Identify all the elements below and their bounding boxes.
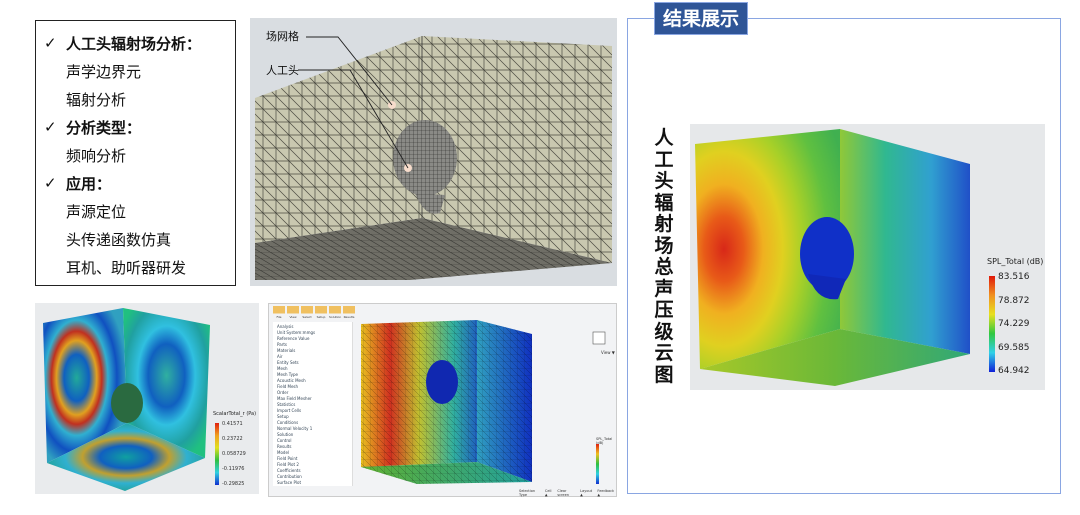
- info-item-label: 头传递函数仿真: [66, 230, 172, 249]
- viewport-3d: [361, 320, 606, 484]
- check-icon: ✓: [44, 174, 57, 192]
- status-item[interactable]: Layout ▲: [580, 489, 593, 497]
- info-item-label: 频响分析: [66, 146, 127, 165]
- tree-item[interactable]: Order: [277, 390, 289, 395]
- result-panel: [627, 18, 1061, 494]
- info-item-label: 分析类型：: [66, 118, 142, 137]
- legend-title: ScalarTotal_r (Pa): [213, 411, 257, 417]
- tree-item[interactable]: Materials: [277, 348, 296, 353]
- tree-item[interactable]: Normal Velocity 1: [277, 426, 313, 431]
- tree-item[interactable]: Results: [277, 444, 292, 449]
- tree-item[interactable]: Coefficients: [277, 468, 301, 473]
- tree-item[interactable]: Conditions: [277, 420, 299, 425]
- legend-color-bar: [989, 276, 995, 372]
- legend-value: 69.585: [998, 342, 1030, 353]
- info-item-label: 声学边界元: [66, 62, 142, 81]
- info-item-label: 耳机、助听器研发: [66, 258, 187, 277]
- info-item: 频响分析: [44, 141, 235, 169]
- tree-item[interactable]: Field Point: [277, 456, 298, 461]
- legend-color-bar: [215, 423, 219, 485]
- info-item: 辐射分析: [44, 85, 235, 113]
- info-item-label: 应用：: [66, 174, 112, 193]
- app-legend-bar: [596, 444, 599, 484]
- tree-item[interactable]: Import Cells: [277, 408, 302, 413]
- legend-value: -0.11976: [222, 466, 245, 472]
- tree-item[interactable]: Reference Value: [277, 336, 310, 341]
- info-item: 耳机、助听器研发: [44, 253, 235, 281]
- model-tree: Analysis Unit System:mmgs Reference Value P…: [273, 322, 353, 486]
- tree-item[interactable]: Entity Sets: [277, 360, 299, 365]
- legend-value: 83.516: [998, 272, 1030, 282]
- info-item-label: 辐射分析: [66, 90, 127, 109]
- tree-item[interactable]: Unit System:mmgs: [277, 330, 316, 335]
- info-item-label: 人工头辐射场分析：: [66, 34, 202, 53]
- label-head: 人工头: [266, 64, 299, 77]
- legend-value: 64.942: [998, 366, 1030, 376]
- info-item: ✓ 应用：: [44, 169, 235, 197]
- mesh-illustration: 场网格 人工头: [255, 29, 612, 280]
- toolbar-button[interactable]: Results: [343, 306, 355, 320]
- mesh-figure: 场网格 人工头: [250, 18, 617, 286]
- status-item[interactable]: Clear screen: [557, 489, 569, 497]
- label-field-mesh: 场网格: [266, 29, 299, 43]
- software-screenshot: File View Select Setup Solution Results Analy…: [268, 303, 617, 497]
- tree-item[interactable]: Surface Plot: [277, 480, 302, 485]
- toolbar-button[interactable]: Select: [301, 306, 313, 320]
- toolbar: File View Select Setup Solution Results: [273, 306, 355, 320]
- tree-item[interactable]: Analysis: [277, 324, 294, 329]
- tree-item[interactable]: Parts: [277, 342, 287, 347]
- legend-value: 74.229: [998, 319, 1030, 329]
- info-item: ✓ 人工头辐射场分析：: [44, 29, 235, 57]
- status-item[interactable]: Selection Type: [519, 489, 536, 497]
- check-icon: ✓: [44, 118, 57, 136]
- status-item[interactable]: Feedback ▲: [597, 489, 615, 497]
- info-item: 头传递函数仿真: [44, 225, 235, 253]
- legend-value: 0.41571: [222, 421, 243, 427]
- info-item-label: 声源定位: [66, 202, 127, 221]
- legend-title: SPL_Total (dB): [987, 257, 1044, 266]
- toolbar-button[interactable]: View: [287, 306, 299, 320]
- check-icon: ✓: [44, 34, 57, 52]
- info-item: ✓ 分析类型：: [44, 113, 235, 141]
- tree-item[interactable]: Mesh: [277, 366, 288, 371]
- tree-item[interactable]: Control: [277, 438, 292, 443]
- tree-item[interactable]: Mesh Type: [277, 372, 298, 377]
- app-legend-title: SPL_Total (dB): [596, 437, 613, 445]
- toolbar-button[interactable]: Solution: [329, 306, 341, 320]
- legend-value: 78.872: [998, 295, 1030, 306]
- legend-value: 0.23722: [222, 436, 243, 442]
- legend-value: 0.058729: [222, 451, 246, 457]
- info-item: 声源定位: [44, 197, 235, 225]
- scalar-result-figure: ScalarTotal_r (Pa) 0.41571 0.23722 0.05872…: [35, 303, 259, 494]
- legend-values: 83.516 78.872 74.229 69.585 64.942: [998, 272, 1030, 376]
- tree-item[interactable]: Model: [277, 450, 290, 455]
- view-dropdown[interactable]: View ▼: [601, 350, 615, 355]
- toolbar-button[interactable]: File: [273, 306, 285, 320]
- result-panel-title: 结果展示: [654, 2, 748, 35]
- spl-contour-figure: SPL_Total (dB) 83.516 78.872 74.229 69.585 6…: [690, 124, 1045, 390]
- tree-item[interactable]: Air: [277, 354, 283, 359]
- legend-values: 0.41571 0.23722 0.058729 -0.11976 -0.29825: [222, 421, 258, 487]
- tree-item[interactable]: Solution: [277, 432, 294, 437]
- tree-item[interactable]: Field Plot 2: [277, 462, 299, 467]
- status-item[interactable]: Cell ▲: [544, 489, 552, 497]
- info-item: 声学边界元: [44, 57, 235, 85]
- tree-item[interactable]: Field Mesh: [277, 384, 299, 389]
- info-box: ✓ 人工头辐射场分析： 声学边界元辐射分析 ✓ 分析类型： 频响分析 ✓ 应用： 声源定位头传递…: [35, 20, 236, 286]
- tree-item[interactable]: Acoustic Mesh: [277, 378, 306, 383]
- tree-item[interactable]: Contribution: [277, 474, 302, 479]
- tree-item[interactable]: Setup: [277, 414, 289, 419]
- tree-item[interactable]: Max Field Mesher: [277, 396, 312, 401]
- toolbar-button[interactable]: Setup: [315, 306, 327, 320]
- tree-item[interactable]: Statistics: [277, 402, 296, 407]
- status-bar: Selection Type Cell ▲ Clear screen Layout ▲…: [519, 489, 616, 497]
- vertical-title: 人工头辐射场总声压级云图: [654, 127, 674, 386]
- legend-value: -0.29825: [222, 481, 245, 487]
